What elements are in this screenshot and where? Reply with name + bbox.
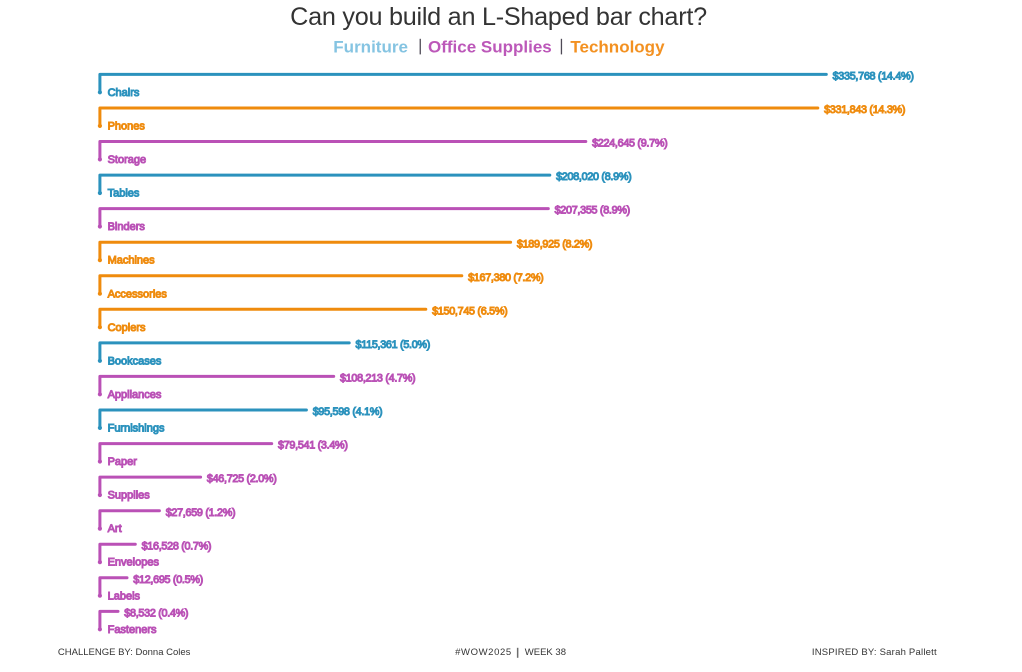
- svg-text:$12,695 (0.5%): $12,695 (0.5%): [133, 574, 203, 586]
- svg-text:$189,925 (8.2%): $189,925 (8.2%): [517, 238, 592, 250]
- svg-text:Binders: Binders: [108, 221, 146, 233]
- svg-text:Copiers: Copiers: [108, 322, 146, 334]
- svg-text:Fasteners: Fasteners: [108, 624, 157, 636]
- svg-text:$16,528 (0.7%): $16,528 (0.7%): [142, 540, 212, 552]
- svg-text:$335,768 (14.4%): $335,768 (14.4%): [833, 71, 914, 83]
- svg-text:Supplies: Supplies: [108, 490, 151, 502]
- svg-text:Technology: Technology: [570, 38, 665, 57]
- svg-text:CHALLENGE BY: Donna Coles: CHALLENGE BY: Donna Coles: [58, 647, 191, 658]
- svg-text:$224,645 (9.7%): $224,645 (9.7%): [592, 138, 667, 150]
- svg-text:Phones: Phones: [108, 121, 146, 133]
- svg-text:Appliances: Appliances: [108, 389, 162, 401]
- svg-text:$108,213 (4.7%): $108,213 (4.7%): [340, 373, 415, 385]
- svg-text:Accessories: Accessories: [108, 288, 168, 300]
- svg-text:Storage: Storage: [108, 154, 147, 166]
- svg-text:$46,725 (2.0%): $46,725 (2.0%): [207, 473, 277, 485]
- svg-text:$8,532 (0.4%): $8,532 (0.4%): [124, 608, 188, 620]
- svg-text:Furniture: Furniture: [333, 38, 408, 57]
- svg-text:Tables: Tables: [108, 188, 140, 200]
- svg-text:$27,659 (1.2%): $27,659 (1.2%): [166, 507, 236, 519]
- svg-text:$167,380 (7.2%): $167,380 (7.2%): [468, 272, 543, 284]
- svg-text:Furnishings: Furnishings: [108, 423, 165, 435]
- svg-text:INSPIRED BY: Sarah Pallett: INSPIRED BY: Sarah Pallett: [812, 647, 937, 658]
- svg-text:#WOW2025: #WOW2025: [455, 647, 512, 658]
- svg-text:Paper: Paper: [108, 456, 138, 468]
- svg-text:$115,361 (5.0%): $115,361 (5.0%): [356, 339, 431, 351]
- svg-text:WEEK 38: WEEK 38: [525, 647, 566, 658]
- svg-text:Art: Art: [108, 523, 122, 535]
- svg-text:$150,745 (6.5%): $150,745 (6.5%): [432, 305, 507, 317]
- svg-text:$331,843 (14.3%): $331,843 (14.3%): [824, 104, 905, 116]
- svg-text:Envelopes: Envelopes: [108, 557, 160, 569]
- svg-text:$208,020 (8.9%): $208,020 (8.9%): [556, 171, 631, 183]
- svg-text:$207,355 (8.9%): $207,355 (8.9%): [555, 205, 630, 217]
- svg-text:$79,541 (3.4%): $79,541 (3.4%): [278, 440, 348, 452]
- svg-text:Bookcases: Bookcases: [108, 355, 162, 367]
- svg-text:Machines: Machines: [108, 255, 156, 267]
- svg-text:$95,598 (4.1%): $95,598 (4.1%): [313, 406, 383, 418]
- svg-text:Can you build an L-Shaped bar: Can you build an L-Shaped bar chart?: [290, 3, 707, 31]
- svg-text:Office Supplies: Office Supplies: [428, 38, 552, 57]
- svg-text:Chairs: Chairs: [108, 87, 140, 99]
- svg-text:Labels: Labels: [108, 590, 141, 602]
